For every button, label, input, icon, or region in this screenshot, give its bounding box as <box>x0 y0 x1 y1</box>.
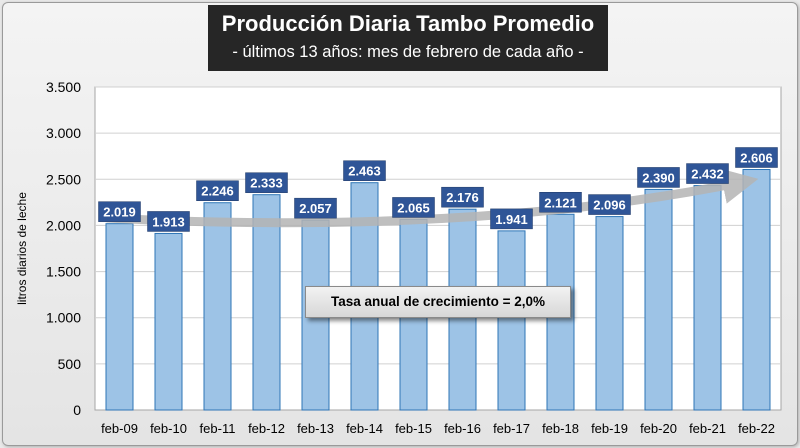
data-label: 2.333 <box>250 176 283 191</box>
bar <box>595 216 624 411</box>
data-label: 2.246 <box>201 184 234 199</box>
y-axis-title: litros diarios de leche <box>15 192 29 305</box>
x-tick-label: feb-14 <box>346 421 383 436</box>
data-label: 2.121 <box>544 195 577 210</box>
data-label-box <box>539 192 582 213</box>
bar <box>154 232 183 411</box>
x-tick-label: feb-13 <box>297 421 334 436</box>
data-label-box <box>490 208 533 230</box>
data-label: 1.913 <box>152 214 185 229</box>
y-tick-label: 500 <box>58 356 82 372</box>
data-label: 2.432 <box>691 167 724 182</box>
x-tick-label: feb-19 <box>591 421 628 436</box>
x-tick-label: feb-11 <box>200 421 236 436</box>
y-tick-label: 2.500 <box>46 171 81 187</box>
chart-title: Producción Diaria Tambo Promedio <box>221 11 595 36</box>
data-label: 2.463 <box>348 164 381 179</box>
x-tick-label: feb-20 <box>640 421 677 436</box>
data-label: 2.096 <box>593 198 626 213</box>
data-label: 2.057 <box>299 201 332 216</box>
data-label-box <box>441 186 484 208</box>
chart-subtitle: - últimos 13 años: mes de febrero de cad… <box>232 43 584 61</box>
title-box: Producción Diaria Tambo Promedio - últim… <box>208 5 608 71</box>
y-tick-label: 0 <box>73 402 81 418</box>
data-label-box <box>98 201 141 222</box>
data-label-box <box>735 147 778 168</box>
x-tick-label: feb-17 <box>493 421 530 436</box>
y-tick-label: 1.000 <box>46 310 81 326</box>
data-label-box <box>294 197 337 219</box>
data-label: 1.941 <box>495 212 528 227</box>
data-label-box <box>343 160 386 181</box>
data-label: 2.606 <box>740 151 773 166</box>
bar <box>693 185 722 411</box>
x-tick-label: feb-21 <box>689 421 726 436</box>
data-label-box <box>392 197 435 218</box>
bar <box>105 223 134 411</box>
data-label-box <box>637 167 680 188</box>
x-tick-label: feb-22 <box>738 421 775 436</box>
y-tick-label: 3.500 <box>46 79 81 95</box>
bar <box>497 230 526 411</box>
x-tick-label: feb-10 <box>150 421 187 436</box>
plot-area <box>94 86 782 411</box>
y-tick-label: 2.000 <box>46 217 81 233</box>
data-label: 2.176 <box>446 190 479 205</box>
x-tick-label: feb-12 <box>248 421 285 436</box>
data-label-box <box>147 211 190 232</box>
data-label-box <box>588 194 631 215</box>
bar <box>203 202 232 411</box>
data-label-box <box>686 163 729 184</box>
trend-arrow <box>103 168 759 228</box>
data-label-box <box>196 180 239 201</box>
bar <box>252 194 281 411</box>
x-tick-label: feb-09 <box>101 421 138 436</box>
x-tick-label: feb-16 <box>444 421 481 436</box>
data-label: 2.065 <box>397 200 430 215</box>
bar <box>644 188 673 411</box>
y-tick-label: 1.500 <box>46 264 81 280</box>
bar <box>742 169 771 411</box>
data-label: 2.019 <box>103 205 136 220</box>
y-tick-label: 3.000 <box>46 125 81 141</box>
data-label: 2.390 <box>642 170 675 185</box>
x-tick-label: feb-15 <box>395 421 432 436</box>
data-label-box <box>245 172 288 193</box>
x-tick-label: feb-18 <box>542 421 579 436</box>
growth-rate-annotation: Tasa anual de crecimiento = 2,0% <box>305 286 571 318</box>
